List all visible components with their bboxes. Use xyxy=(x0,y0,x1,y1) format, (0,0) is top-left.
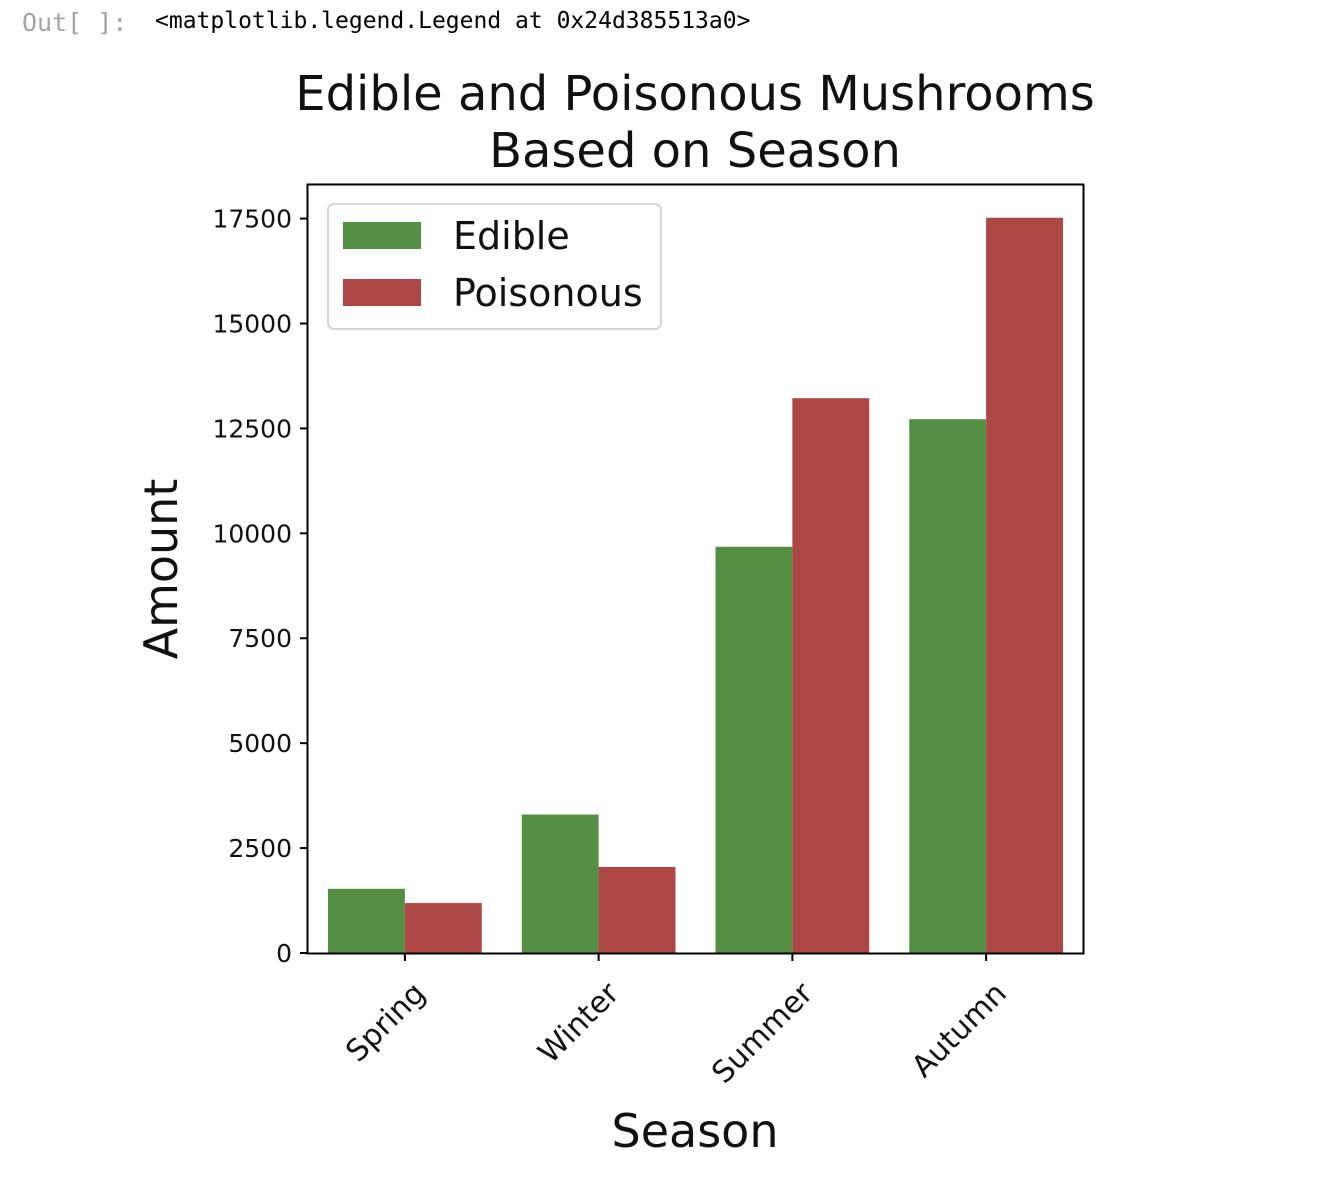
x-axis-ticks: Spring Winter Summer Autumn xyxy=(339,953,1014,1091)
legend-label-poisonous: Poisonous xyxy=(453,271,643,315)
chart-title-line2: Based on Season xyxy=(489,123,901,179)
bar-poisonous-winter xyxy=(598,866,676,953)
chart-title-line1: Edible and Poisonous Mushrooms xyxy=(295,66,1095,122)
bar-edible-spring xyxy=(328,888,405,953)
bar-poisonous-autumn xyxy=(986,217,1063,953)
bar-edible-autumn xyxy=(909,419,987,953)
y-tick-label: 2500 xyxy=(228,834,292,863)
legend: Edible Poisonous xyxy=(327,203,662,330)
bar-poisonous-spring xyxy=(404,903,482,953)
legend-swatch-poisonous xyxy=(343,279,421,306)
bar-edible-summer xyxy=(715,546,793,953)
bars-group xyxy=(328,217,1063,953)
x-tick-label-spring: Spring xyxy=(339,976,432,1069)
output-prompt: Out[ ]: xyxy=(22,8,128,37)
x-axis-label: Season xyxy=(612,1104,779,1158)
y-axis-ticks: 0 2500 5000 7500 10000 12500 15000 17500 xyxy=(212,205,308,968)
x-tick-label-summer: Summer xyxy=(705,975,820,1090)
y-tick-label: 15000 xyxy=(212,309,292,338)
x-tick-label-winter: Winter xyxy=(532,975,627,1070)
bar-poisonous-summer xyxy=(792,398,870,953)
y-tick-label: 10000 xyxy=(212,519,292,548)
bar-edible-winter xyxy=(521,814,599,953)
output-text: <matplotlib.legend.Legend at 0x24d385513… xyxy=(155,8,751,34)
y-tick-label: 7500 xyxy=(228,624,292,653)
plot-frame xyxy=(306,183,1085,955)
y-tick-label: 0 xyxy=(276,939,292,968)
legend-label-edible: Edible xyxy=(453,214,570,258)
y-tick-label: 17500 xyxy=(212,205,292,234)
y-tick-label: 5000 xyxy=(228,729,292,758)
legend-swatch-edible xyxy=(343,222,421,249)
x-tick-label-autumn: Autumn xyxy=(905,976,1014,1085)
output-row: Out[ ]: <matplotlib.legend.Legend at 0x2… xyxy=(0,0,1344,48)
y-tick-label: 12500 xyxy=(212,414,292,443)
y-axis-label: Amount xyxy=(134,479,188,660)
